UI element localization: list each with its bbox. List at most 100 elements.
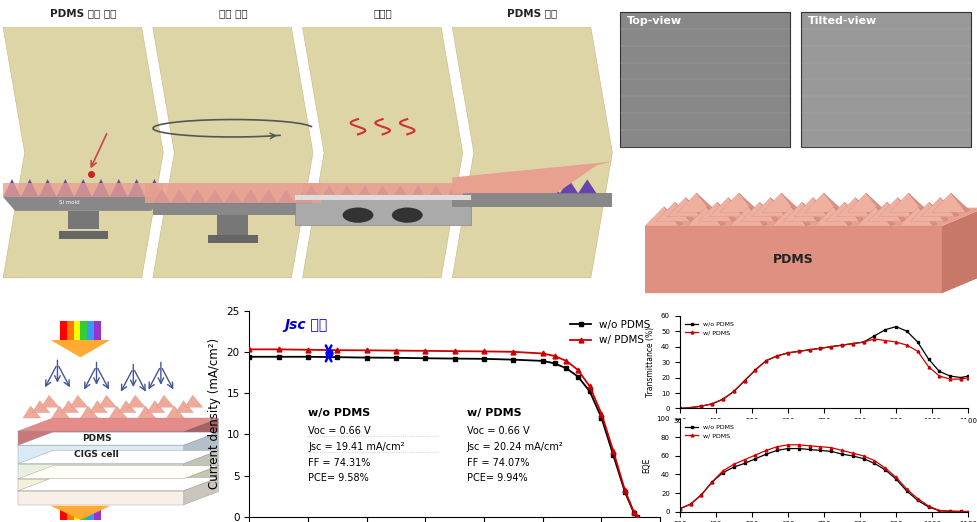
w/ PDMS	[846, 340, 858, 347]
Bar	[294, 199, 470, 225]
Polygon shape	[878, 197, 912, 217]
Polygon shape	[645, 208, 977, 226]
w/ PDMS	[583, 383, 595, 389]
w/o PDMS	[771, 447, 783, 454]
Legend: w/o PDMS, w/ PDMS: w/o PDMS, w/ PDMS	[682, 422, 736, 441]
w/ PDMS	[825, 445, 836, 451]
Bar	[66, 321, 73, 340]
Text: Jsc = 20.24 mA/cm²: Jsc = 20.24 mA/cm²	[466, 442, 563, 452]
Polygon shape	[897, 197, 915, 217]
w/ PDMS	[716, 396, 728, 402]
Text: 스핀 코팅: 스핀 코팅	[219, 8, 247, 18]
Polygon shape	[185, 395, 202, 407]
Bar	[66, 506, 73, 520]
Polygon shape	[577, 180, 596, 193]
w/ PDMS	[716, 468, 728, 474]
Polygon shape	[793, 197, 828, 217]
w/ PDMS	[782, 442, 793, 448]
w/ PDMS	[630, 514, 642, 520]
Polygon shape	[790, 207, 809, 226]
Polygon shape	[939, 197, 957, 217]
Text: PCE= 9.94%: PCE= 9.94%	[466, 473, 527, 483]
Bar	[59, 231, 107, 239]
w/ PDMS	[868, 457, 879, 464]
Polygon shape	[740, 202, 774, 221]
w/ PDMS	[900, 342, 912, 348]
Polygon shape	[674, 202, 693, 221]
w/o PDMS	[835, 342, 847, 348]
w/ PDMS	[921, 503, 933, 509]
w/o PDMS	[716, 469, 728, 476]
Bar	[87, 506, 94, 520]
w/ PDMS	[911, 348, 922, 354]
w/ PDMS	[748, 452, 760, 458]
Polygon shape	[184, 466, 218, 491]
w/ PDMS	[618, 487, 630, 493]
w/ PDMS	[857, 453, 869, 459]
Polygon shape	[708, 197, 743, 217]
w/o PDMS	[846, 453, 858, 459]
Bar	[217, 215, 248, 235]
w/o PDMS	[803, 347, 815, 353]
Polygon shape	[468, 180, 487, 193]
w/o PDMS	[738, 377, 749, 384]
Polygon shape	[866, 193, 884, 212]
w/o PDMS	[748, 367, 760, 373]
Polygon shape	[176, 401, 193, 412]
Bar	[60, 506, 66, 520]
Text: w/ PDMS: w/ PDMS	[466, 408, 521, 418]
Polygon shape	[277, 189, 295, 203]
Bar	[619, 12, 789, 147]
Polygon shape	[875, 207, 894, 226]
Polygon shape	[867, 202, 901, 221]
Polygon shape	[917, 207, 936, 226]
Text: PDMS 분리: PDMS 분리	[507, 8, 557, 18]
w/ PDMS	[961, 374, 973, 381]
w/ PDMS	[390, 348, 402, 354]
w/o PDMS	[273, 353, 284, 360]
w/o PDMS	[548, 360, 560, 366]
w/ PDMS	[792, 348, 804, 354]
w/o PDMS	[695, 403, 706, 409]
w/o PDMS	[792, 445, 804, 452]
w/o PDMS	[878, 327, 890, 333]
Polygon shape	[320, 185, 338, 199]
w/ PDMS	[695, 403, 706, 409]
w/o PDMS	[507, 357, 519, 363]
Text: CIGS cell: CIGS cell	[74, 450, 119, 459]
w/ PDMS	[889, 474, 901, 480]
Polygon shape	[19, 464, 184, 479]
w/ PDMS	[911, 495, 922, 502]
w/o PDMS	[835, 451, 847, 457]
Polygon shape	[950, 193, 969, 212]
Polygon shape	[128, 179, 146, 197]
Polygon shape	[645, 207, 678, 226]
w/o PDMS	[419, 355, 431, 361]
w/ PDMS	[302, 347, 314, 353]
Bar	[145, 183, 320, 203]
Bar	[87, 321, 94, 340]
w/o PDMS	[900, 488, 912, 494]
w/ PDMS	[803, 443, 815, 449]
Bar	[294, 195, 470, 199]
Polygon shape	[523, 180, 541, 193]
w/ PDMS	[955, 508, 966, 515]
Polygon shape	[705, 207, 725, 226]
Polygon shape	[814, 207, 848, 226]
Polygon shape	[886, 202, 905, 221]
w/ PDMS	[803, 347, 815, 353]
w/o PDMS	[955, 374, 966, 381]
w/ PDMS	[825, 343, 836, 350]
w/o PDMS	[955, 508, 966, 515]
Polygon shape	[295, 189, 313, 203]
Polygon shape	[759, 202, 778, 221]
Polygon shape	[698, 202, 732, 221]
Line: w/o PDMS: w/o PDMS	[678, 325, 968, 410]
Y-axis label: Transmittance (%): Transmittance (%)	[646, 327, 655, 397]
w/o PDMS	[814, 345, 826, 351]
Bar	[73, 506, 80, 520]
Polygon shape	[931, 193, 965, 212]
Bar	[80, 321, 87, 340]
Bar	[302, 183, 462, 199]
Polygon shape	[184, 450, 218, 479]
